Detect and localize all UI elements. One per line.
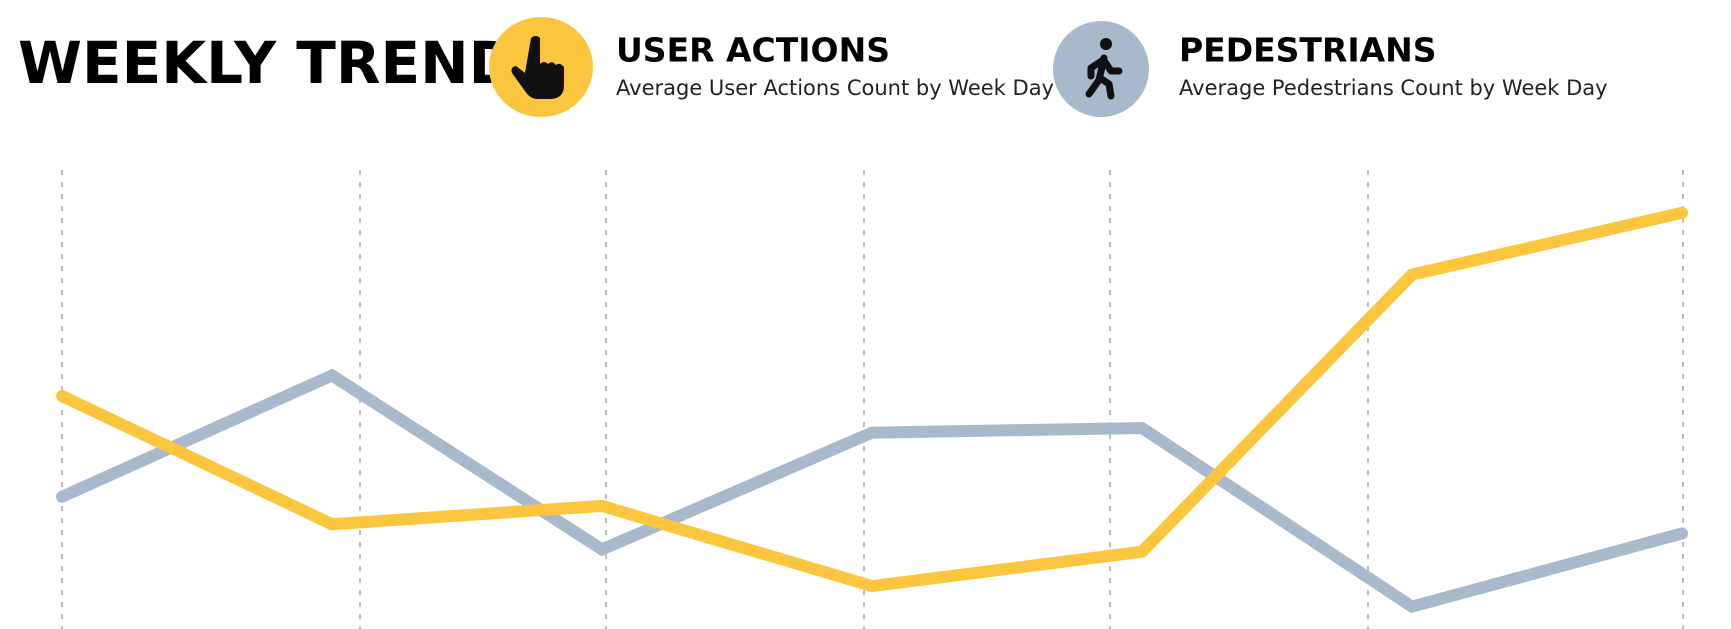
legend-pedestrians: PEDESTRIANS Average Pedestrians Count by…: [1053, 21, 1608, 117]
series-line: [56, 368, 1688, 614]
series-line: [56, 206, 1688, 593]
chart-title: WEEKLY TREND: [18, 29, 517, 97]
legend-user-actions: USER ACTIONS Average User Actions Count …: [489, 17, 1054, 117]
legend-subtitle: Average Pedestrians Count by Week Day: [1179, 76, 1608, 100]
grid: [61, 170, 1684, 629]
legend-title: PEDESTRIANS: [1179, 31, 1437, 70]
hand-icon: [511, 36, 564, 99]
walker-icon: [1085, 38, 1123, 100]
legend-title: USER ACTIONS: [616, 31, 890, 70]
legend-subtitle: Average User Actions Count by Week Day: [616, 76, 1054, 100]
plot: [56, 206, 1688, 614]
